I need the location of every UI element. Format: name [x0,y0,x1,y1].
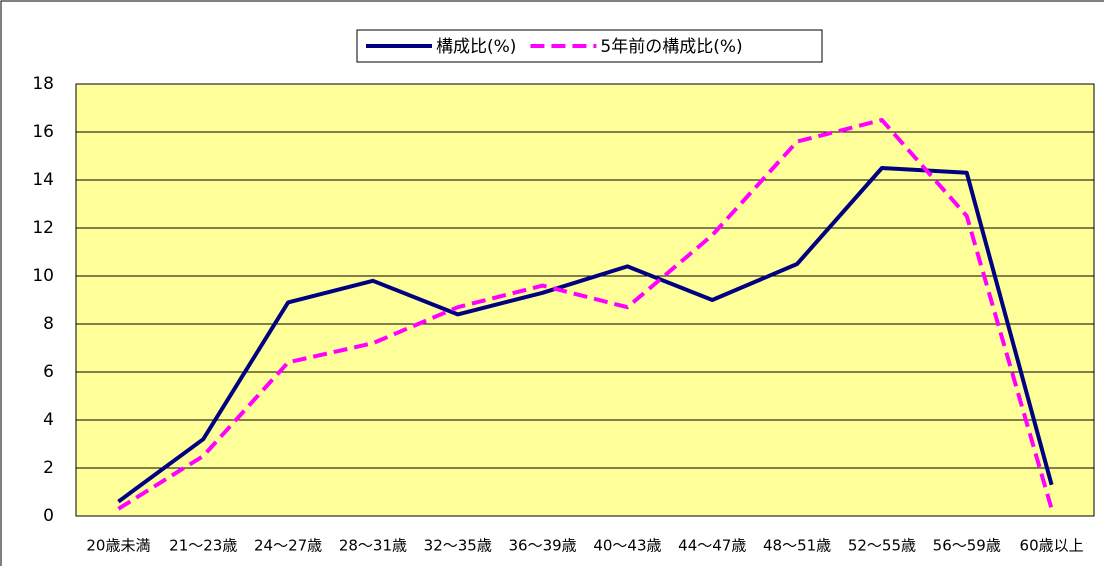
legend-box [356,29,823,63]
y-tick-label: 16 [32,122,54,142]
x-tick-label: 28～31歳 [339,537,407,555]
x-tick-label: 20歳未満 [86,537,150,555]
x-tick-label: 21～23歳 [169,537,237,555]
y-tick-label: 6 [43,362,54,382]
x-tick-label: 40～43歳 [593,537,661,555]
series-line [117,166,1054,504]
x-tick-label: 52～55歳 [848,537,916,555]
x-tick-label: 24～27歳 [254,537,322,555]
x-tick-label: 60歳以上 [1020,537,1084,555]
y-tick-label: 12 [32,218,54,238]
x-tick-label: 44～47歳 [678,537,746,555]
y-tick-label: 2 [43,458,54,478]
y-tick-label: 14 [32,170,54,190]
y-tick-label: 0 [43,506,54,526]
legend-label: 構成比(%) [436,37,516,57]
y-tick-label: 8 [43,314,54,334]
x-tick-label: 48～51歳 [763,537,831,555]
plot-area [75,83,1095,517]
y-tick-label: 10 [32,266,54,286]
x-tick-label: 56～59歳 [933,537,1001,555]
x-tick-label: 32～35歳 [424,537,492,555]
y-tick-label: 18 [32,74,54,94]
series-line [117,118,1054,511]
legend-label: 5年前の構成比(%) [600,37,742,57]
x-tick-label: 36～39歳 [508,537,576,555]
y-tick-label: 4 [43,410,54,430]
